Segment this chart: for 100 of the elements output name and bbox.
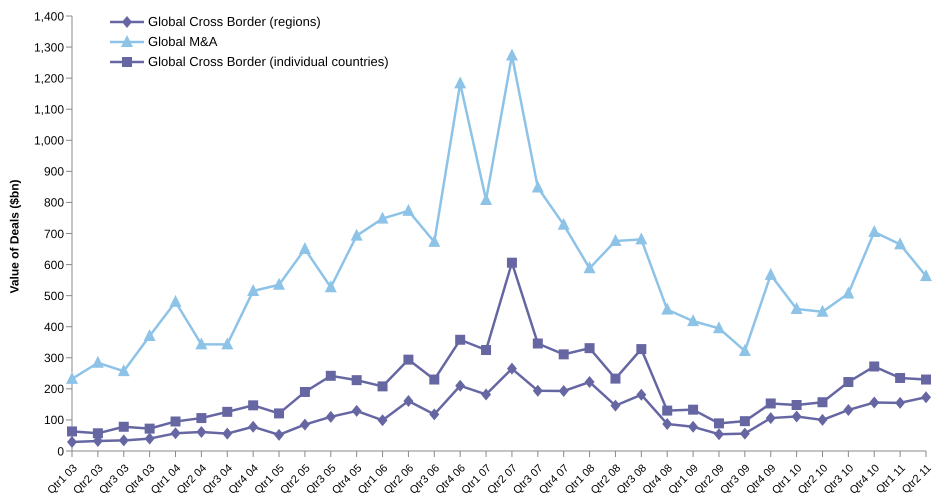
point: [688, 420, 698, 433]
point: [506, 258, 517, 268]
point: [66, 372, 78, 384]
point: [429, 408, 440, 420]
y-tick-label: 1,300: [34, 40, 64, 54]
point: [144, 432, 155, 445]
point: [403, 354, 414, 365]
y-tick-label: 1,200: [34, 71, 64, 86]
point: [740, 416, 750, 426]
point: [792, 400, 802, 410]
point: [481, 345, 492, 356]
y-tick-label: 900: [44, 164, 64, 179]
point: [894, 237, 906, 250]
y-tick-label: 400: [44, 320, 64, 334]
point: [868, 224, 880, 237]
point: [196, 413, 206, 424]
y-tick-label: 1,000: [34, 134, 64, 148]
y-tick-label: 600: [44, 258, 64, 272]
point: [895, 372, 906, 383]
point: [532, 180, 544, 193]
point: [248, 400, 258, 410]
point: [222, 428, 232, 440]
point: [170, 294, 182, 307]
point: [687, 314, 700, 326]
point: [714, 428, 724, 440]
point: [636, 344, 646, 354]
point: [869, 361, 880, 372]
point: [298, 242, 311, 254]
point: [455, 380, 466, 392]
point: [350, 228, 363, 241]
point: [843, 377, 854, 388]
point: [738, 344, 751, 356]
point: [144, 329, 156, 342]
point: [558, 385, 569, 398]
point: [714, 418, 724, 428]
point: [842, 286, 854, 298]
point: [170, 427, 181, 440]
point: [764, 268, 777, 280]
point: [792, 410, 802, 423]
y-tick-label: 1,100: [34, 102, 64, 116]
point: [661, 302, 674, 315]
point: [790, 302, 803, 314]
y-axis-title: Value of Deals ($bn): [7, 179, 22, 294]
point: [222, 406, 232, 417]
legend-label: Global Cross Border (regions): [148, 13, 321, 31]
point: [326, 370, 336, 381]
point: [609, 234, 622, 246]
point: [688, 404, 698, 415]
point: [378, 381, 388, 392]
point: [67, 426, 77, 436]
point: [454, 76, 466, 88]
y-tick-label: 700: [44, 226, 64, 241]
point: [740, 428, 750, 440]
point: [869, 396, 880, 409]
point: [610, 400, 620, 412]
point: [506, 48, 518, 60]
point: [324, 280, 337, 292]
point: [920, 269, 932, 282]
y-tick-label: 100: [44, 413, 64, 428]
point: [610, 374, 620, 384]
y-tick-label: 0: [57, 444, 64, 458]
point: [170, 416, 181, 426]
point: [662, 406, 672, 416]
y-tick-label: 500: [44, 288, 64, 303]
point: [352, 404, 362, 417]
point: [662, 418, 672, 430]
point: [300, 386, 310, 397]
y-tick-label: 200: [44, 382, 64, 396]
point: [584, 343, 595, 354]
point: [248, 420, 258, 433]
point: [429, 374, 440, 385]
point: [274, 408, 284, 418]
point: [584, 376, 595, 388]
point: [118, 434, 129, 446]
point: [532, 338, 543, 348]
point: [196, 426, 206, 438]
point: [274, 428, 284, 441]
y-tick-label: 800: [44, 196, 64, 210]
point: [558, 349, 569, 360]
point: [221, 337, 234, 350]
point: [247, 284, 260, 296]
point: [118, 422, 129, 432]
point: [766, 412, 776, 424]
point: [584, 261, 596, 274]
point: [273, 278, 286, 290]
point: [816, 304, 828, 317]
point: [376, 212, 389, 224]
point: [195, 337, 208, 350]
point: [92, 428, 103, 438]
point: [636, 388, 646, 401]
y-tick-label: 1,400: [34, 9, 64, 24]
legend-label: Global Cross Border (individual countries): [148, 53, 389, 71]
point: [843, 404, 854, 416]
point: [144, 424, 155, 434]
point: [635, 232, 648, 244]
point: [402, 204, 414, 216]
point: [428, 234, 440, 247]
point: [455, 334, 466, 345]
point: [558, 218, 570, 230]
point: [67, 436, 77, 448]
